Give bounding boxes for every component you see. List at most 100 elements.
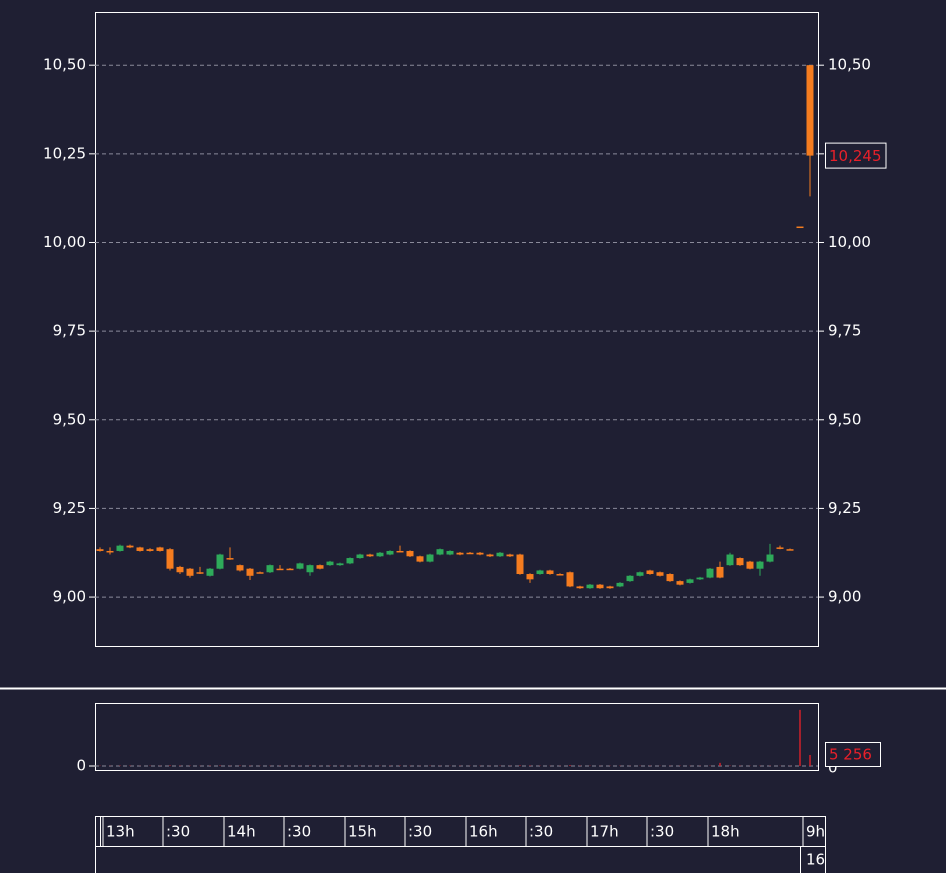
x-tick-label: 13h [106, 823, 135, 841]
candle-body [736, 558, 744, 566]
x-tick-label: :30 [166, 823, 190, 841]
candle-body [526, 574, 534, 580]
y-tick-label: 9,50 [53, 410, 86, 428]
candle-body [406, 550, 414, 557]
candle-body [366, 554, 374, 557]
candle-body [446, 550, 454, 555]
candle-body [616, 582, 624, 587]
x-tick-label: 15h [348, 823, 377, 841]
x-tick-label: 18h [711, 823, 740, 841]
y-tick-label: 10,00 [43, 233, 86, 251]
candle-body [716, 566, 724, 578]
candle-body [636, 572, 644, 576]
y-tick-label: 9,00 [53, 588, 86, 606]
candle-body [796, 226, 804, 229]
candle-body [126, 545, 134, 548]
candle-body [396, 550, 404, 553]
candle-body [176, 566, 184, 573]
candle-body [196, 572, 204, 574]
candle-body [146, 549, 154, 551]
candle-body [106, 550, 114, 553]
x-tick-label: :30 [408, 823, 432, 841]
candle-body [666, 574, 674, 582]
y-tick-label: 9,25 [53, 499, 86, 517]
candle-body [546, 570, 554, 575]
candle-body [266, 565, 274, 573]
time-frame [95, 816, 826, 873]
candle-body [696, 577, 704, 580]
y-tick-label-right: 10,00 [828, 233, 871, 251]
candle-body [506, 554, 514, 557]
x-tick-label: 9h [806, 823, 825, 841]
candle-body [456, 552, 464, 555]
candle-body [356, 554, 364, 559]
candle-body [286, 568, 294, 571]
candle-body [496, 552, 504, 557]
y-tick-label-right: 9,25 [828, 499, 861, 517]
candle-body [586, 584, 594, 589]
candle-body [706, 568, 714, 578]
y-tick-label: 10,50 [43, 56, 86, 74]
x-tick-label: :30 [529, 823, 553, 841]
candle-body [756, 561, 764, 569]
candle-body [516, 554, 524, 575]
candle-body [426, 554, 434, 562]
candle-body [346, 558, 354, 564]
candle-body [726, 554, 734, 566]
candle-body [626, 575, 634, 582]
candle-body [246, 568, 254, 576]
candle-body [656, 572, 664, 576]
candle-body [486, 554, 494, 557]
last-volume-box [825, 741, 881, 767]
candle-body [186, 568, 194, 576]
candle-body [416, 556, 424, 562]
y-tick-label-right: 9,50 [828, 410, 861, 428]
candle-body [386, 550, 394, 555]
candle-body [226, 558, 234, 560]
candle-body [776, 547, 784, 549]
candle-body [376, 552, 384, 557]
candle-body [686, 579, 694, 583]
candle-body [746, 561, 754, 569]
candle-body [216, 554, 224, 569]
candle-body [596, 584, 604, 589]
x-tick-label: :30 [287, 823, 311, 841]
candle-body [136, 547, 144, 551]
candle-body [646, 570, 654, 575]
candle-body [786, 549, 794, 551]
y-tick-label: 10,25 [43, 144, 86, 162]
y-tick-label-right: 10,50 [828, 56, 871, 74]
candle-body [156, 547, 164, 551]
y-tick-label: 9,75 [53, 322, 86, 340]
candle-body [256, 572, 264, 574]
candle-body [236, 565, 244, 571]
candle-body [566, 572, 574, 587]
candle-body [576, 586, 584, 589]
volume-frame [95, 703, 819, 771]
date-label: 16 [806, 851, 825, 869]
y-tick-label-right: 0 [828, 758, 838, 776]
x-tick-label: 17h [590, 823, 619, 841]
candle-body [606, 586, 614, 589]
candle-body [466, 552, 474, 555]
y-tick-label: 0 [76, 756, 86, 774]
candle-body [536, 570, 544, 575]
last-price-box [825, 142, 887, 169]
candle-body [96, 549, 104, 551]
last-price-label: 10,245 [829, 147, 882, 165]
candle-body [336, 563, 344, 566]
candle-body [806, 65, 814, 156]
candle-body [276, 568, 284, 571]
candle-body [116, 545, 124, 551]
y-tick-label-right: 9,75 [828, 322, 861, 340]
candle-body [766, 554, 774, 562]
candle-body [166, 549, 174, 569]
candle-body [556, 574, 564, 576]
last-volume-label: 5 256 [829, 745, 872, 763]
candle-body [306, 565, 314, 573]
y-tick-label-right: 9,00 [828, 588, 861, 606]
candle-body [676, 581, 684, 585]
candle-body [316, 565, 324, 569]
candle-body [476, 552, 484, 555]
